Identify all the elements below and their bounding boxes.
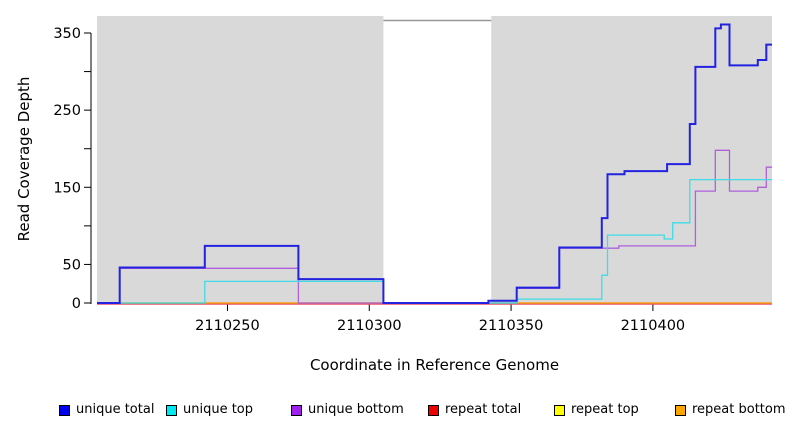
- no-data-gap-region: [383, 16, 492, 303]
- x-axis-tick-label: 2110350: [479, 318, 544, 334]
- y-axis-title: Read Coverage Depth: [15, 76, 33, 242]
- x-axis-tick-label: 2110300: [337, 318, 402, 334]
- y-axis-tick-label: 350: [53, 26, 81, 42]
- y-axis-tick-label: 250: [53, 103, 81, 119]
- x-axis-tick-label: 2110400: [621, 318, 686, 334]
- series-line-unique-total: [97, 23, 772, 304]
- x-axis-title: Coordinate in Reference Genome: [309, 356, 560, 374]
- series-line-unique-top: [97, 178, 772, 304]
- series-line-unique-bottom: [97, 149, 772, 304]
- x-axis-tick-label: 2110250: [195, 318, 260, 334]
- y-axis-tick-label: 150: [53, 180, 81, 196]
- y-axis-tick-label: 0: [72, 296, 81, 312]
- y-axis-tick-label: 50: [63, 257, 81, 273]
